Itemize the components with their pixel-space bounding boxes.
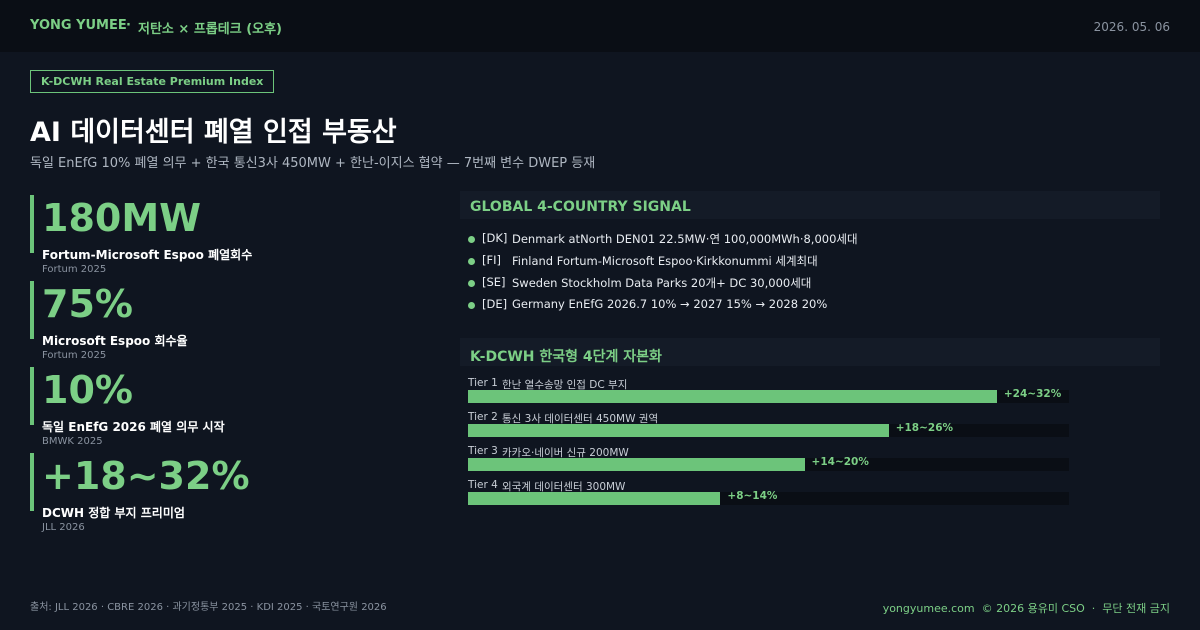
date: 2026. 05. 06 bbox=[1093, 20, 1170, 34]
kpi-source: Fortum 2025 bbox=[42, 350, 107, 361]
kpi-source: BMWK 2025 bbox=[42, 436, 103, 447]
bar-track bbox=[468, 492, 1069, 505]
notice: 무단 전재 금지 bbox=[1102, 602, 1170, 615]
bar-track bbox=[468, 390, 1069, 403]
badge: K-DCWH Real Estate Premium Index bbox=[30, 70, 275, 93]
sources: 출처: JLL 2026 · CBRE 2026 · 과기정통부 2025 · … bbox=[30, 602, 387, 613]
signal-text: Germany EnEfG 2026.7 10% → 2027 15% → 20… bbox=[512, 297, 828, 311]
site: yongyumee.com bbox=[882, 602, 975, 615]
tier-id: Tier 1 bbox=[468, 377, 498, 389]
kpi-source: Fortum 2025 bbox=[42, 264, 107, 275]
separator: · bbox=[1091, 602, 1096, 615]
tier-name: 통신 3사 데이터센터 450MW 권역 bbox=[502, 413, 659, 425]
bar-label: +14~20% bbox=[811, 456, 869, 468]
tier-id: Tier 3 bbox=[468, 445, 498, 457]
kpi-value: 10% bbox=[42, 368, 133, 412]
signal-text: Denmark atNorth DEN01 22.5MW·연 100,000MW… bbox=[512, 232, 858, 246]
bar-label: +24~32% bbox=[1003, 388, 1062, 400]
kpi-value: 180MW bbox=[42, 196, 202, 240]
kpi-label: Fortum-Microsoft Espoo 폐열회수 bbox=[42, 248, 253, 262]
separator: · bbox=[126, 18, 131, 33]
panel-title: K-DCWH 한국형 4단계 자본화 bbox=[470, 349, 662, 365]
country-code: [DK] bbox=[482, 231, 508, 245]
bar-label: +8~14% bbox=[727, 490, 778, 502]
bar-label: +18~26% bbox=[895, 422, 954, 434]
bar bbox=[468, 492, 721, 505]
top-bar bbox=[0, 0, 1200, 52]
bullet bbox=[468, 258, 475, 265]
tier-id: Tier 2 bbox=[468, 411, 498, 423]
bullet bbox=[468, 302, 475, 309]
tier-name: 카카오·네이버 신규 200MW bbox=[502, 447, 629, 459]
country-code: [DE] bbox=[482, 297, 508, 311]
copyright: © 2026 용유미 CSO bbox=[981, 602, 1085, 615]
panel-header bbox=[460, 338, 1160, 366]
bar bbox=[468, 390, 997, 403]
bar-track bbox=[468, 458, 1069, 471]
kpi-accent bbox=[30, 367, 34, 425]
panel-header bbox=[460, 191, 1160, 219]
kpi-label: Microsoft Espoo 회수율 bbox=[42, 334, 188, 348]
bullet bbox=[468, 280, 475, 287]
kpi-label: 독일 EnEfG 2026 폐열 의무 시작 bbox=[42, 420, 225, 434]
bar bbox=[468, 458, 805, 471]
signal-text: Finland Fortum-Microsoft Espoo·Kirkkonum… bbox=[512, 254, 818, 268]
country-code: [FI] bbox=[482, 253, 501, 267]
bar-track bbox=[468, 424, 1069, 437]
bullet bbox=[468, 236, 475, 243]
kpi-accent bbox=[30, 453, 34, 511]
footer-right: yongyumee.com © 2026 용유미 CSO · 무단 전재 금지 bbox=[883, 600, 1170, 616]
kpi-label: DCWH 정합 부지 프리미엄 bbox=[42, 506, 185, 520]
tier-name: 외국계 데이터센터 300MW bbox=[502, 481, 626, 493]
brand: YONG YUMEE bbox=[30, 18, 127, 33]
tier-name: 한난 열수송망 인접 DC 부지 bbox=[502, 379, 628, 391]
bar bbox=[468, 424, 889, 437]
section: 저탄소 × 프롭테크 (오후) bbox=[138, 22, 282, 37]
tier-id: Tier 4 bbox=[468, 479, 498, 491]
kpi-accent bbox=[30, 195, 34, 253]
country-code: [SE] bbox=[482, 275, 506, 289]
kpi-value: 75% bbox=[42, 282, 133, 326]
kpi-accent bbox=[30, 281, 34, 339]
signal-text: Sweden Stockholm Data Parks 20개+ DC 30,0… bbox=[512, 276, 812, 290]
subtitle: 독일 EnEfG 10% 폐열 의무 + 한국 통신3사 450MW + 한난-… bbox=[30, 156, 596, 171]
panel-title: GLOBAL 4-COUNTRY SIGNAL bbox=[470, 199, 691, 215]
kpi-source: JLL 2026 bbox=[42, 522, 85, 533]
kpi-value: +18~32% bbox=[42, 454, 250, 498]
title: AI 데이터센터 폐열 인접 부동산 bbox=[30, 117, 397, 148]
